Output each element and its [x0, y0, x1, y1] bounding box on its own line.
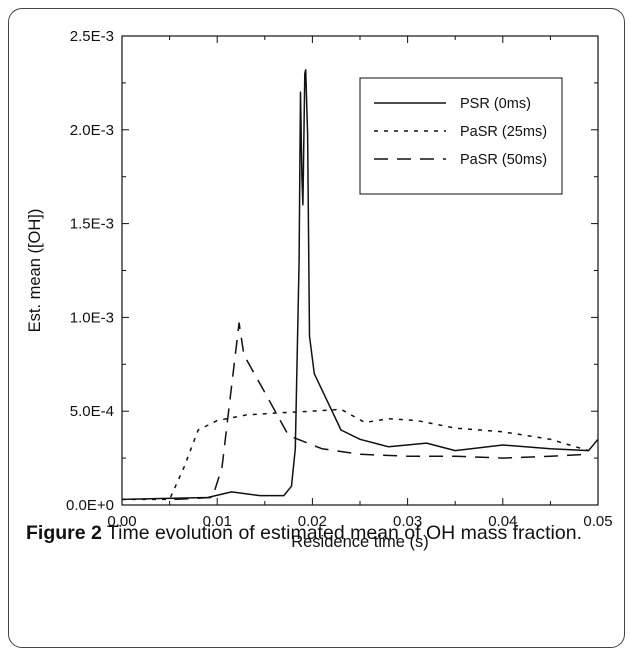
x-tick-label: 0.02 [298, 513, 327, 530]
series-line [121, 69, 599, 501]
y-tick-label: 1.5E-3 [70, 216, 114, 233]
y-tick-label: 0.0E+0 [66, 497, 114, 514]
series-line [122, 408, 589, 501]
x-tick-label: 0.00 [107, 513, 136, 530]
legend-box [359, 77, 563, 195]
x-tick-label: 0.01 [203, 513, 232, 530]
figure-caption: Figure 2 Time evolution of estimated mea… [26, 520, 606, 547]
legend-entry: PaSR (25ms) [460, 124, 547, 140]
line-chart: 0.00 0.01 0.02 0.03 0.04 0.05 0.0E+0 5.0E-4 1.0E… [26, 28, 613, 551]
series-line [174, 322, 589, 501]
x-tick-label: 0.03 [393, 513, 422, 530]
legend-entry: PaSR (50ms) [460, 152, 547, 168]
y-tick-label: 1.0E-3 [70, 309, 114, 326]
x-axis-label: Residence time (s) [291, 533, 429, 551]
y-tick-label: 5.0E-4 [70, 403, 114, 420]
y-axis-label: Est. mean ([OH]) [26, 209, 44, 333]
y-tick-label: 2.5E-3 [70, 28, 114, 45]
figure-label: Figure 2 [26, 522, 102, 544]
y-tick-label: 2.0E-3 [70, 122, 114, 139]
x-tick-label: 0.04 [488, 513, 517, 530]
x-tick-label: 0.05 [583, 513, 612, 530]
axis-ticks: 0.00 0.01 0.02 0.03 0.04 0.05 0.0E+0 5.0E-4 1.0E… [66, 28, 613, 530]
series-lines [121, 69, 599, 501]
legend: PSR (0ms) PaSR (25ms) PaSR (50ms) [359, 77, 563, 195]
legend-entry: PSR (0ms) [460, 96, 531, 112]
figure-caption-text: Time evolution of estimated mean of OH m… [106, 522, 582, 544]
